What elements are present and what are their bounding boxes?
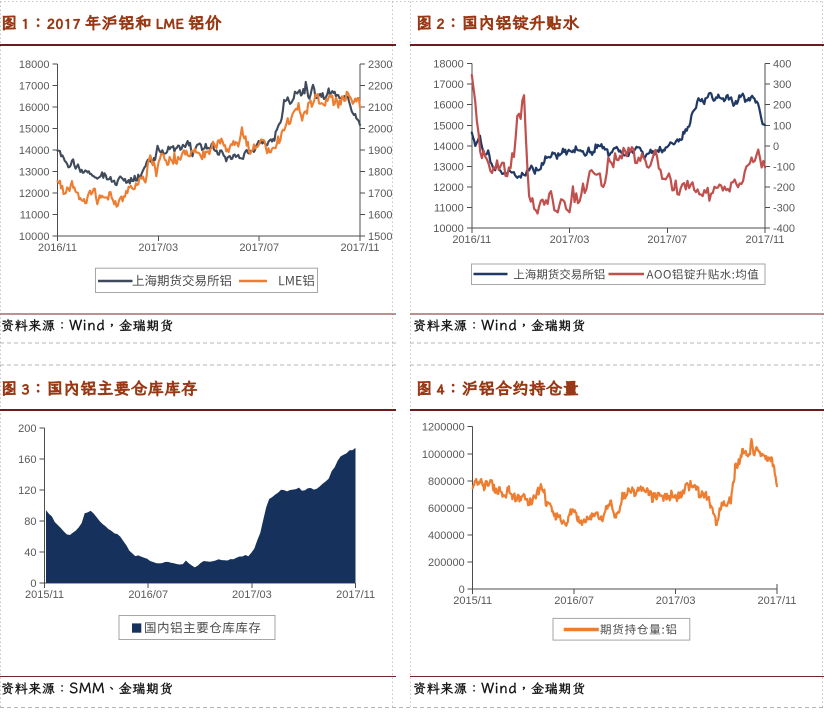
svg-text:2016/11: 2016/11 [38,242,77,254]
svg-text:17000: 17000 [433,79,464,91]
svg-text:400000: 400000 [428,530,465,542]
svg-text:1600: 1600 [368,210,392,222]
svg-text:2017/11: 2017/11 [758,595,797,607]
svg-text:2017/03: 2017/03 [138,242,178,254]
svg-text:0: 0 [773,141,779,153]
svg-text:2016/07: 2016/07 [128,589,168,601]
svg-text:120: 120 [18,485,36,497]
svg-text:13000: 13000 [433,161,464,173]
svg-text:200000: 200000 [428,557,465,569]
svg-text:2017/07: 2017/07 [239,242,279,254]
svg-text:-300: -300 [773,203,795,215]
svg-text:10000: 10000 [19,231,50,243]
svg-text:1200000: 1200000 [422,422,465,434]
svg-text:160: 160 [18,454,36,466]
svg-text:11000: 11000 [20,210,50,222]
svg-text:200: 200 [18,423,36,435]
svg-text:14000: 14000 [19,145,50,157]
svg-text:300: 300 [773,79,791,91]
svg-text:2016/07: 2016/07 [554,595,594,607]
svg-text:15000: 15000 [19,124,50,136]
svg-text:-400: -400 [773,223,795,235]
svg-text:0: 0 [459,584,465,596]
svg-text:600000: 600000 [428,503,465,515]
svg-text:-200: -200 [773,182,795,194]
svg-text:13000: 13000 [19,167,50,179]
svg-text:2100: 2100 [368,102,392,114]
svg-text:2015/11: 2015/11 [25,589,64,601]
svg-text:80: 80 [24,516,36,528]
svg-text:2016/11: 2016/11 [452,234,491,246]
svg-text:18000: 18000 [19,59,50,71]
svg-text:2017/11: 2017/11 [336,589,375,601]
svg-text:2017/03: 2017/03 [232,589,272,601]
svg-text:400: 400 [773,59,791,71]
svg-text:2017/03: 2017/03 [656,595,696,607]
svg-text:200: 200 [773,100,791,112]
svg-text:2017/07: 2017/07 [647,234,687,246]
svg-text:16000: 16000 [433,100,464,112]
svg-text:2017/11: 2017/11 [341,242,380,254]
svg-text:12000: 12000 [433,182,464,194]
svg-text:2000: 2000 [368,124,392,136]
svg-text:18000: 18000 [433,59,464,71]
svg-text:2300: 2300 [368,59,392,71]
svg-text:100: 100 [773,120,791,132]
svg-text:2200: 2200 [368,81,392,93]
svg-text:2017/11: 2017/11 [746,234,785,246]
svg-text:1800: 1800 [368,167,392,179]
svg-text:1900: 1900 [368,145,392,157]
svg-text:14000: 14000 [433,141,464,153]
svg-text:10000: 10000 [433,223,464,235]
svg-text:0: 0 [30,578,36,590]
svg-text:16000: 16000 [19,102,50,114]
svg-text:2015/11: 2015/11 [453,595,492,607]
svg-text:11000: 11000 [434,203,464,215]
svg-text:1700: 1700 [368,188,392,200]
svg-text:1000000: 1000000 [422,449,465,461]
svg-text:2017/03: 2017/03 [550,234,590,246]
svg-text:1500: 1500 [368,231,392,243]
svg-text:12000: 12000 [19,188,50,200]
svg-text:40: 40 [24,547,36,559]
svg-text:800000: 800000 [428,476,465,488]
svg-text:-100: -100 [773,161,795,173]
svg-text:15000: 15000 [433,120,464,132]
svg-text:17000: 17000 [19,81,50,93]
